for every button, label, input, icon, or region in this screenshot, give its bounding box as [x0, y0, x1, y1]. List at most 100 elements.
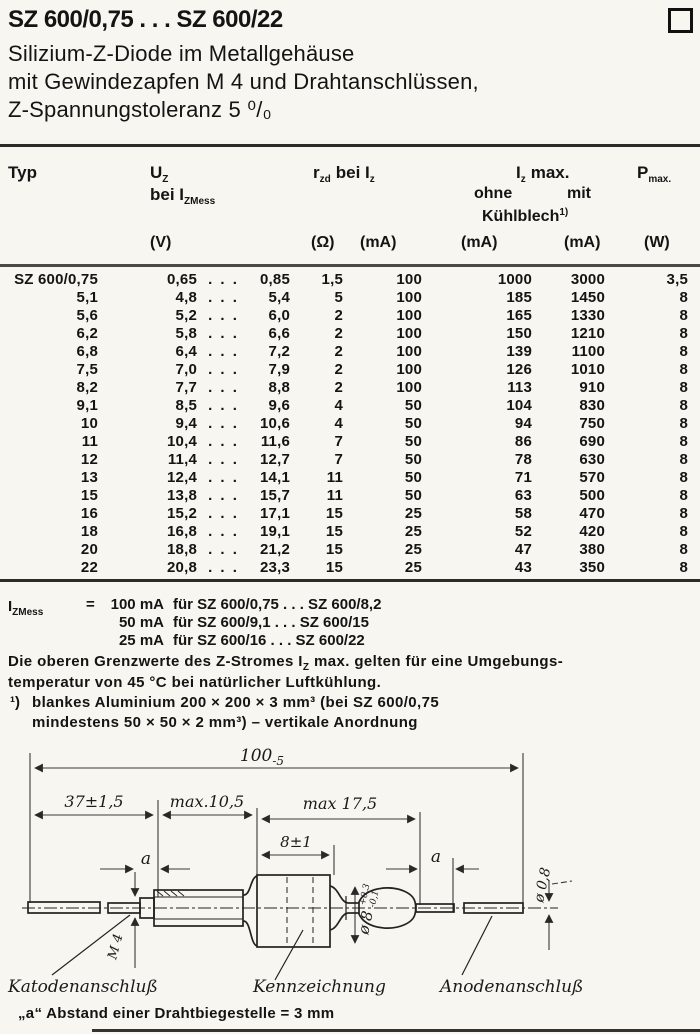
cell-pmax: 8 — [679, 307, 688, 324]
cell-uz-min: 0,65 — [167, 271, 197, 288]
table-row: 20 18,8 . . . 21,2 15 25 47 380 8 — [0, 541, 700, 559]
cell-izmax-ohne: 47 — [514, 541, 532, 558]
col-uz-bei: bei IZMess — [150, 185, 216, 207]
table-row: 5,6 5,2 . . . 6,0 2 100 165 1330 8 — [0, 307, 700, 325]
cell-rzd: 2 — [334, 325, 343, 342]
cell-rzd: 2 — [334, 379, 343, 396]
unit-ma: (mA) — [360, 234, 397, 251]
cell-izmax-ohne: 139 — [506, 343, 532, 360]
cell-uz-max: 0,85 — [260, 271, 290, 288]
cell-uz-min: 4,8 — [175, 289, 197, 306]
cell-uz-max: 9,6 — [268, 397, 290, 414]
cell-pmax: 8 — [679, 433, 688, 450]
izmess-line: 50 mA für SZ 600/9,1 . . . SZ 600/15 — [118, 614, 369, 631]
cell-pmax: 8 — [679, 541, 688, 558]
unit-ma-ohne: (mA) — [461, 234, 498, 251]
footnote-line1: blankes Aluminium 200 × 200 × 3 mm³ (bei… — [32, 694, 440, 711]
cell-rzd: 4 — [334, 397, 343, 414]
table-bottom-divider — [0, 579, 700, 582]
cell-uz-min: 12,4 — [167, 469, 197, 486]
cell-rzd: 11 — [326, 487, 343, 504]
unit-ma-mit: (mA) — [564, 234, 601, 251]
cell-typ: 10 — [80, 415, 98, 432]
dim-total-length: 100-5 — [240, 746, 284, 768]
cell-izmax-ohne: 71 — [514, 469, 532, 486]
svg-text:+0,3: +0,3 — [358, 883, 372, 907]
cell-uz-min: 5,8 — [175, 325, 197, 342]
marking-label: Kennzeichnung — [252, 977, 386, 997]
col-uz: UZ — [150, 163, 169, 185]
cell-uz-max: 23,3 — [260, 559, 290, 576]
cell-pmax: 8 — [679, 469, 688, 486]
cell-izmax-ohne: 185 — [506, 289, 532, 306]
col-pmax: Pmax. — [637, 163, 672, 185]
cell-iz: 25 — [404, 559, 422, 576]
cell-uz-min: 13,8 — [167, 487, 197, 504]
cell-izmax-ohne: 150 — [506, 325, 532, 342]
cell-pmax: 8 — [679, 379, 688, 396]
table-row: 11 10,4 . . . 11,6 7 50 86 690 8 — [0, 433, 700, 451]
cell-uz-max: 11,6 — [260, 433, 290, 450]
izmess-line: 25 mA für SZ 600/16 . . . SZ 600/22 — [118, 632, 365, 649]
cell-izmax-mit: 830 — [579, 397, 605, 414]
subtitle-line: Silizium-Z-Diode im Metallgehäuse — [8, 41, 355, 66]
cell-uz-min: 10,4 — [167, 433, 197, 450]
col-kuehlblech: Kühlblech1) — [482, 207, 569, 225]
cell-izmax-ohne: 63 — [514, 487, 532, 504]
table-row: 13 12,4 . . . 14,1 11 50 71 570 8 — [0, 469, 700, 487]
cell-iz: 25 — [404, 505, 422, 522]
dim-stud-length: max.10,5 — [170, 792, 244, 811]
table-row: 22 20,8 . . . 23,3 15 25 43 350 8 — [0, 559, 700, 577]
table-row: 8,2 7,7 . . . 8,8 2 100 113 910 8 — [0, 379, 700, 397]
cell-range-dots: . . . — [208, 523, 239, 540]
footnote-marker: ¹) — [10, 694, 20, 711]
cell-typ: 9,1 — [76, 397, 98, 414]
subtitle-line: mit Gewindezapfen M 4 und Drahtanschlüss… — [8, 69, 479, 94]
dim-lead-length: 37±1,5 — [64, 792, 123, 811]
cell-uz-min: 9,4 — [175, 415, 197, 432]
cell-typ: 16 — [80, 505, 98, 522]
col-izmax: Iz max. — [516, 163, 570, 185]
cell-uz-max: 8,8 — [268, 379, 290, 396]
cell-izmax-mit: 380 — [579, 541, 605, 558]
cell-rzd: 15 — [325, 523, 343, 540]
cell-izmax-mit: 350 — [579, 559, 605, 576]
page-title: SZ 600/0,75 . . . SZ 600/22 — [8, 6, 283, 33]
cell-izmax-mit: 570 — [579, 469, 605, 486]
dim-marking-length: 8±1 — [280, 833, 312, 851]
cell-izmax-mit: 1450 — [570, 289, 605, 306]
cell-izmax-ohne: 52 — [514, 523, 532, 540]
cell-typ: 5,6 — [76, 307, 98, 324]
cell-uz-min: 7,0 — [175, 361, 197, 378]
cell-typ: 13 — [80, 469, 98, 486]
svg-text:M 4: M 4 — [105, 932, 126, 962]
cell-typ: 7,5 — [76, 361, 98, 378]
svg-text:ø 8: ø 8 — [354, 909, 377, 937]
footnote-line2: mindestens 50 × 50 × 2 mm³) – vertikale … — [32, 714, 418, 731]
cell-uz-max: 6,0 — [268, 307, 290, 324]
outline-drawing: 100-5 37±1,5 max.10,5 max 17,5 8±1 a a ø… — [7, 746, 583, 997]
cell-izmax-mit: 690 — [579, 433, 605, 450]
cell-izmax-mit: 1100 — [571, 343, 605, 360]
cell-rzd: 15 — [325, 541, 343, 558]
cell-iz: 50 — [404, 415, 422, 432]
cell-uz-max: 7,9 — [268, 361, 290, 378]
cell-rzd: 2 — [334, 307, 343, 324]
cell-range-dots: . . . — [208, 361, 239, 378]
cell-izmax-ohne: 165 — [506, 307, 532, 324]
cell-range-dots: . . . — [208, 451, 239, 468]
table-row: 9,1 8,5 . . . 9,6 4 50 104 830 8 — [0, 397, 700, 415]
unit-ohm: (Ω) — [311, 234, 335, 251]
table-row: 6,8 6,4 . . . 7,2 2 100 139 1100 8 — [0, 343, 700, 361]
cell-range-dots: . . . — [208, 271, 239, 288]
corner-checkbox-icon — [668, 8, 693, 33]
cell-pmax: 3,5 — [666, 271, 688, 288]
header-divider — [0, 264, 700, 267]
cell-range-dots: . . . — [208, 505, 239, 522]
cell-rzd: 15 — [325, 559, 343, 576]
cell-uz-max: 10,6 — [260, 415, 290, 432]
title-divider — [0, 144, 700, 147]
unit-w: (W) — [644, 234, 670, 251]
cell-pmax: 8 — [679, 451, 688, 468]
cell-rzd: 1,5 — [321, 271, 343, 288]
